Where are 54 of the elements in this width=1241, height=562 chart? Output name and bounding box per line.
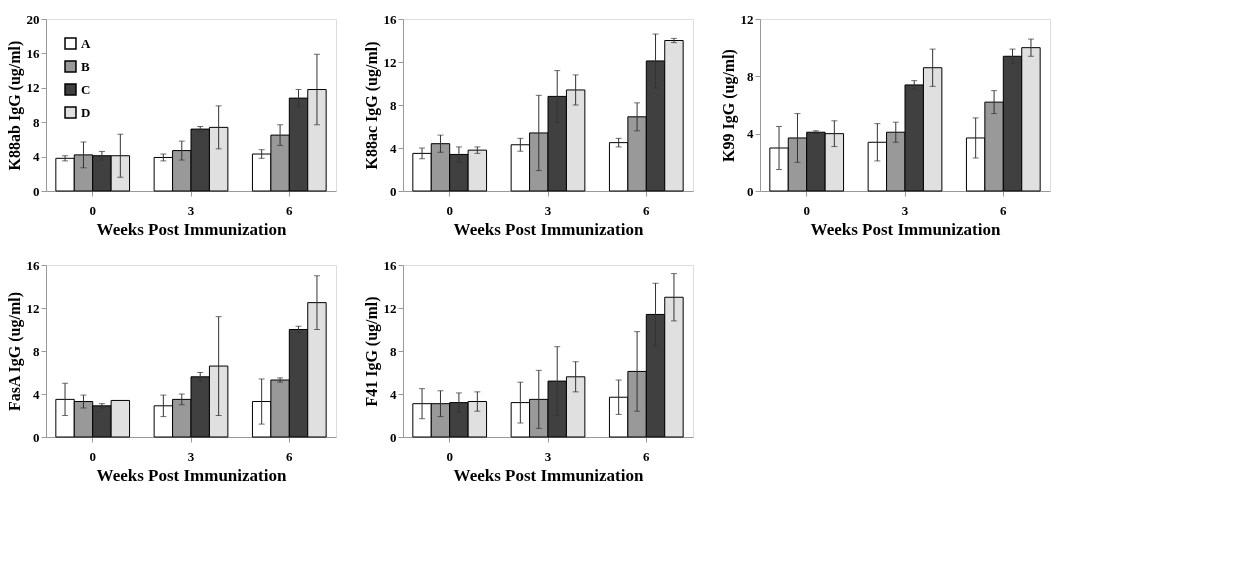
legend-label: D	[81, 104, 91, 120]
x-tick-label: 3	[901, 202, 909, 218]
legend-label: C	[81, 81, 91, 97]
x-axis-title: Weeks Post Immunization	[810, 219, 1001, 239]
y-tick-label: 0	[747, 183, 754, 199]
y-tick-label: 16	[26, 257, 40, 273]
y-tick-label: 4	[33, 386, 40, 402]
x-tick-label: 6	[286, 448, 294, 464]
x-tick-label: 0	[803, 202, 810, 218]
x-tick-label: 6	[1000, 202, 1008, 218]
y-axis-title: FasA IgG (ug/ml)	[5, 291, 24, 412]
x-tick-label: 3	[187, 202, 195, 218]
y-tick-label: 8	[747, 68, 754, 84]
y-tick-label: 8	[33, 114, 40, 130]
y-tick-label: 20	[26, 11, 40, 27]
x-tick-label: 3	[544, 448, 552, 464]
y-tick-label: 4	[747, 126, 754, 142]
x-axis-title: Weeks Post Immunization	[96, 219, 287, 239]
y-tick-label: 0	[33, 183, 40, 199]
y-axis-title: K99 IgG (ug/ml)	[719, 49, 738, 162]
y-tick-label: 16	[26, 45, 40, 61]
y-tick-label: 8	[390, 343, 397, 359]
x-tick-label: 3	[544, 202, 552, 218]
y-axis-title: K88ac IgG (ug/ml)	[362, 41, 381, 170]
y-tick-label: 12	[383, 300, 397, 316]
y-tick-label: 8	[390, 97, 397, 113]
y-tick-label: 12	[26, 80, 40, 96]
x-tick-label: 6	[643, 202, 651, 218]
legend-label: B	[81, 58, 90, 74]
y-tick-label: 12	[383, 54, 397, 70]
x-axis-title: Weeks Post Immunization	[453, 465, 644, 485]
x-tick-label: 6	[286, 202, 294, 218]
y-tick-label: 4	[33, 149, 40, 165]
x-axis-title: Weeks Post Immunization	[96, 465, 287, 485]
x-tick-label: 0	[446, 448, 453, 464]
x-tick-label: 6	[643, 448, 651, 464]
y-axis-title: F41 IgG (ug/ml)	[362, 296, 381, 407]
y-tick-label: 16	[383, 257, 397, 273]
y-tick-label: 0	[33, 429, 40, 445]
x-tick-label: 0	[89, 448, 96, 464]
x-tick-label: 3	[187, 448, 195, 464]
y-tick-label: 4	[390, 140, 397, 156]
x-axis-title: Weeks Post Immunization	[453, 219, 644, 239]
y-tick-label: 8	[33, 343, 40, 359]
y-tick-label: 0	[390, 183, 397, 199]
y-tick-label: 0	[390, 429, 397, 445]
y-tick-label: 12	[740, 11, 754, 27]
legend-label: A	[81, 35, 91, 51]
y-tick-label: 4	[390, 386, 397, 402]
y-axis-title: K88ab IgG (ug/ml)	[5, 40, 24, 171]
x-tick-label: 0	[89, 202, 96, 218]
y-tick-label: 16	[383, 11, 397, 27]
y-tick-label: 12	[26, 300, 40, 316]
x-tick-label: 0	[446, 202, 453, 218]
